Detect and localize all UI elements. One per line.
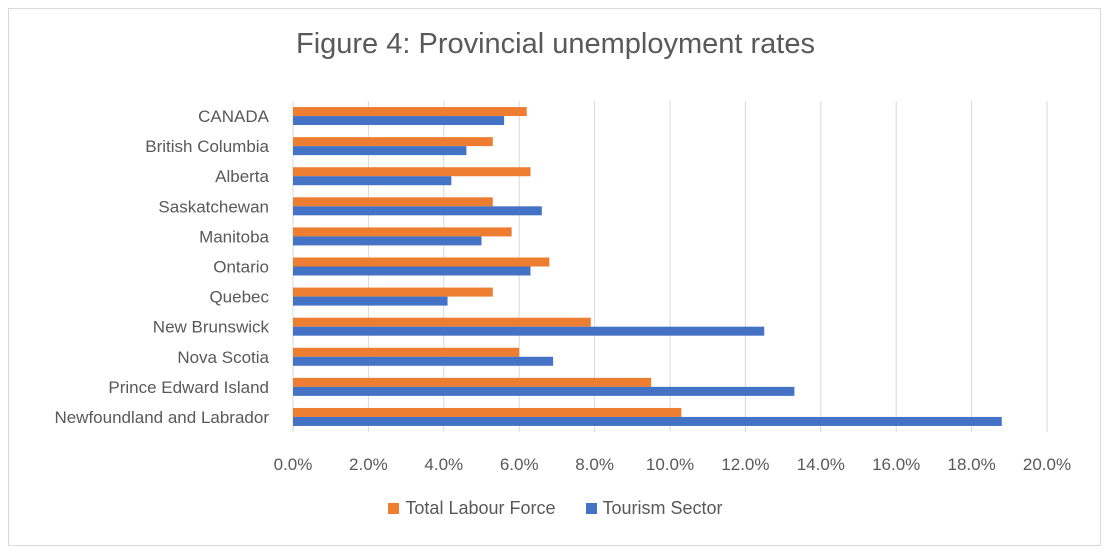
x-tick-label: 18.0% xyxy=(947,455,995,474)
bar-tourism-sector xyxy=(293,116,505,126)
x-tick-label: 16.0% xyxy=(872,455,920,474)
bar-tourism-sector xyxy=(293,386,795,396)
bar-total-labour-force xyxy=(293,347,520,357)
bar-total-labour-force xyxy=(293,227,512,237)
category-label: Saskatchewan xyxy=(158,197,269,216)
x-tick-label: 20.0% xyxy=(1023,455,1071,474)
legend-swatch-total-labour-force xyxy=(388,503,400,514)
x-tick-label: 14.0% xyxy=(797,455,845,474)
bar-tourism-sector xyxy=(293,266,531,276)
category-label: CANADA xyxy=(198,107,270,126)
chart-title: Figure 4: Provincial unemployment rates xyxy=(295,28,815,60)
bar-total-labour-force xyxy=(293,287,493,297)
bar-tourism-sector xyxy=(293,416,1002,426)
bar-tourism-sector xyxy=(293,176,452,186)
bar-tourism-sector xyxy=(293,236,482,246)
legend-label-total-labour-force: Total Labour Force xyxy=(405,498,556,518)
x-tick-label: 6.0% xyxy=(500,455,539,474)
x-tick-label: 0.0% xyxy=(274,455,313,474)
bar-tourism-sector xyxy=(293,146,467,156)
x-tick-label: 4.0% xyxy=(424,455,463,474)
category-label: Nova Scotia xyxy=(177,348,269,367)
bar-tourism-sector xyxy=(293,206,542,216)
category-label: Manitoba xyxy=(199,227,269,246)
bar-total-labour-force xyxy=(293,317,591,327)
legend-label-tourism-sector: Tourism Sector xyxy=(602,498,723,518)
bar-total-labour-force xyxy=(293,257,550,267)
bar-total-labour-force xyxy=(293,197,493,207)
x-tick-label: 8.0% xyxy=(575,455,614,474)
legend-item-total-labour-force: Total Labour Force xyxy=(388,498,556,519)
chart-frame xyxy=(8,8,1101,546)
bar-tourism-sector xyxy=(293,296,448,306)
x-tick-label: 12.0% xyxy=(721,455,769,474)
x-tick-label: 2.0% xyxy=(349,455,388,474)
category-label: British Columbia xyxy=(145,137,269,156)
bar-total-labour-force xyxy=(293,107,527,117)
bar-total-labour-force xyxy=(293,167,531,177)
bar-tourism-sector xyxy=(293,326,765,336)
bar-tourism-sector xyxy=(293,356,554,366)
category-label: Prince Edward Island xyxy=(108,378,269,397)
category-label: Ontario xyxy=(213,258,269,277)
bar-total-labour-force xyxy=(293,137,493,147)
x-tick-label: 10.0% xyxy=(646,455,694,474)
legend: Total Labour Force Tourism Sector xyxy=(0,498,1111,519)
category-label: New Brunswick xyxy=(153,318,270,337)
category-label: Alberta xyxy=(215,167,269,186)
category-label: Quebec xyxy=(209,288,269,307)
category-label: Newfoundland and Labrador xyxy=(54,408,269,427)
bar-total-labour-force xyxy=(293,407,682,417)
legend-item-tourism-sector: Tourism Sector xyxy=(585,498,723,519)
legend-swatch-tourism-sector xyxy=(585,503,597,514)
bar-total-labour-force xyxy=(293,377,652,387)
